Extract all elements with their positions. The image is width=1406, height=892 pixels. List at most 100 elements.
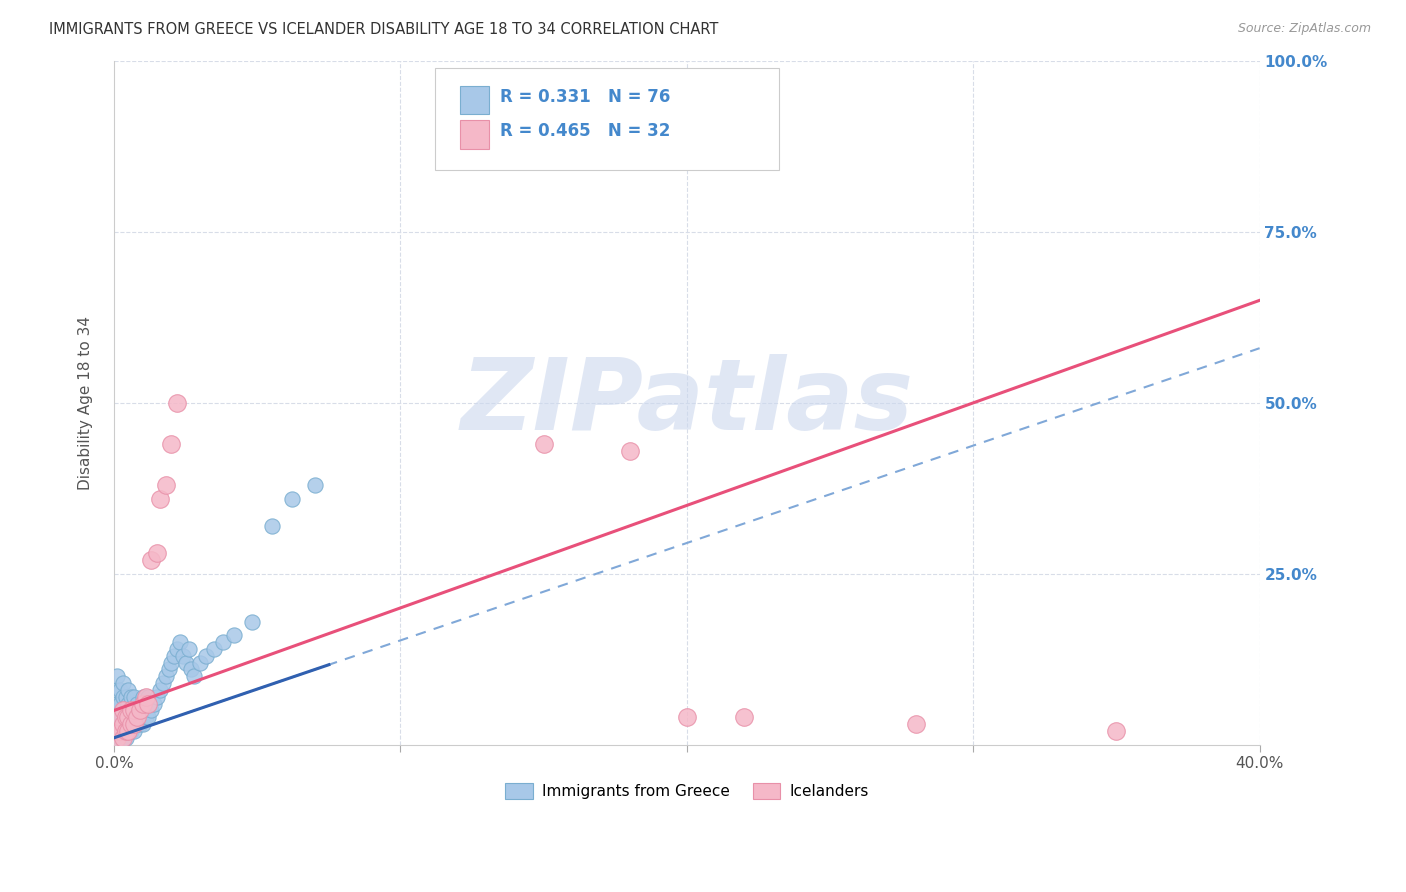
Point xyxy=(105,697,128,711)
Point xyxy=(122,717,145,731)
Point xyxy=(146,690,169,704)
Point xyxy=(120,723,142,738)
Point xyxy=(125,710,148,724)
Bar xyxy=(460,120,489,149)
Point xyxy=(177,641,200,656)
Point xyxy=(125,717,148,731)
Text: R = 0.465   N = 32: R = 0.465 N = 32 xyxy=(501,122,671,140)
Point xyxy=(111,703,134,717)
Point xyxy=(108,682,131,697)
Point xyxy=(128,703,150,717)
Bar xyxy=(460,86,489,114)
Point xyxy=(108,723,131,738)
Point xyxy=(533,437,555,451)
Point xyxy=(122,723,145,738)
Point xyxy=(132,717,155,731)
Point xyxy=(108,697,131,711)
Point xyxy=(169,635,191,649)
Point xyxy=(240,615,263,629)
Point xyxy=(138,690,160,704)
Point xyxy=(132,703,155,717)
Point xyxy=(105,669,128,683)
Point xyxy=(183,669,205,683)
Point xyxy=(155,669,177,683)
Point xyxy=(280,491,302,506)
Text: IMMIGRANTS FROM GREECE VS ICELANDER DISABILITY AGE 18 TO 34 CORRELATION CHART: IMMIGRANTS FROM GREECE VS ICELANDER DISA… xyxy=(49,22,718,37)
Point xyxy=(120,703,142,717)
Point xyxy=(224,628,246,642)
Text: ZIPatlas: ZIPatlas xyxy=(460,354,914,451)
Point xyxy=(117,710,139,724)
Point xyxy=(114,703,136,717)
Text: Source: ZipAtlas.com: Source: ZipAtlas.com xyxy=(1237,22,1371,36)
Point xyxy=(108,710,131,724)
Point xyxy=(194,648,217,663)
Point xyxy=(117,723,139,738)
Point xyxy=(111,717,134,731)
Text: R = 0.331   N = 76: R = 0.331 N = 76 xyxy=(501,87,671,105)
Point xyxy=(212,635,235,649)
Point xyxy=(122,690,145,704)
Point xyxy=(111,723,134,738)
Point xyxy=(152,676,174,690)
Point xyxy=(141,703,163,717)
Point xyxy=(149,491,172,506)
Point xyxy=(138,697,160,711)
Point xyxy=(111,731,134,745)
Point xyxy=(132,697,155,711)
Point xyxy=(117,697,139,711)
Point xyxy=(120,717,142,731)
Point xyxy=(111,717,134,731)
Point xyxy=(166,641,188,656)
Point xyxy=(114,723,136,738)
Point xyxy=(111,676,134,690)
Point xyxy=(180,662,202,676)
Point xyxy=(146,546,169,560)
Point xyxy=(105,723,128,738)
Point xyxy=(114,723,136,738)
Point xyxy=(904,717,927,731)
Point xyxy=(125,697,148,711)
Point xyxy=(733,710,755,724)
Point xyxy=(676,710,699,724)
Point xyxy=(619,443,641,458)
Point xyxy=(135,710,157,724)
Point xyxy=(166,396,188,410)
Point xyxy=(122,703,145,717)
Point xyxy=(120,690,142,704)
Point xyxy=(105,682,128,697)
Point xyxy=(260,519,283,533)
Point xyxy=(172,648,194,663)
Point xyxy=(111,710,134,724)
Point xyxy=(163,648,186,663)
Point xyxy=(202,641,225,656)
Point xyxy=(114,710,136,724)
FancyBboxPatch shape xyxy=(434,68,779,170)
Point xyxy=(105,717,128,731)
Point xyxy=(304,478,326,492)
Point xyxy=(114,717,136,731)
Point xyxy=(108,723,131,738)
Point xyxy=(108,731,131,745)
Point xyxy=(132,690,155,704)
Point xyxy=(149,682,172,697)
Point xyxy=(105,710,128,724)
Point xyxy=(135,697,157,711)
Point xyxy=(143,697,166,711)
Point xyxy=(117,717,139,731)
Point xyxy=(128,717,150,731)
Point xyxy=(108,710,131,724)
Point xyxy=(117,710,139,724)
Point xyxy=(155,478,177,492)
Point xyxy=(138,710,160,724)
Point xyxy=(105,731,128,745)
Point xyxy=(141,553,163,567)
Y-axis label: Disability Age 18 to 34: Disability Age 18 to 34 xyxy=(79,316,93,490)
Point xyxy=(108,717,131,731)
Point xyxy=(122,703,145,717)
Point xyxy=(117,682,139,697)
Point xyxy=(135,690,157,704)
Point xyxy=(114,731,136,745)
Point xyxy=(114,690,136,704)
Point xyxy=(105,731,128,745)
